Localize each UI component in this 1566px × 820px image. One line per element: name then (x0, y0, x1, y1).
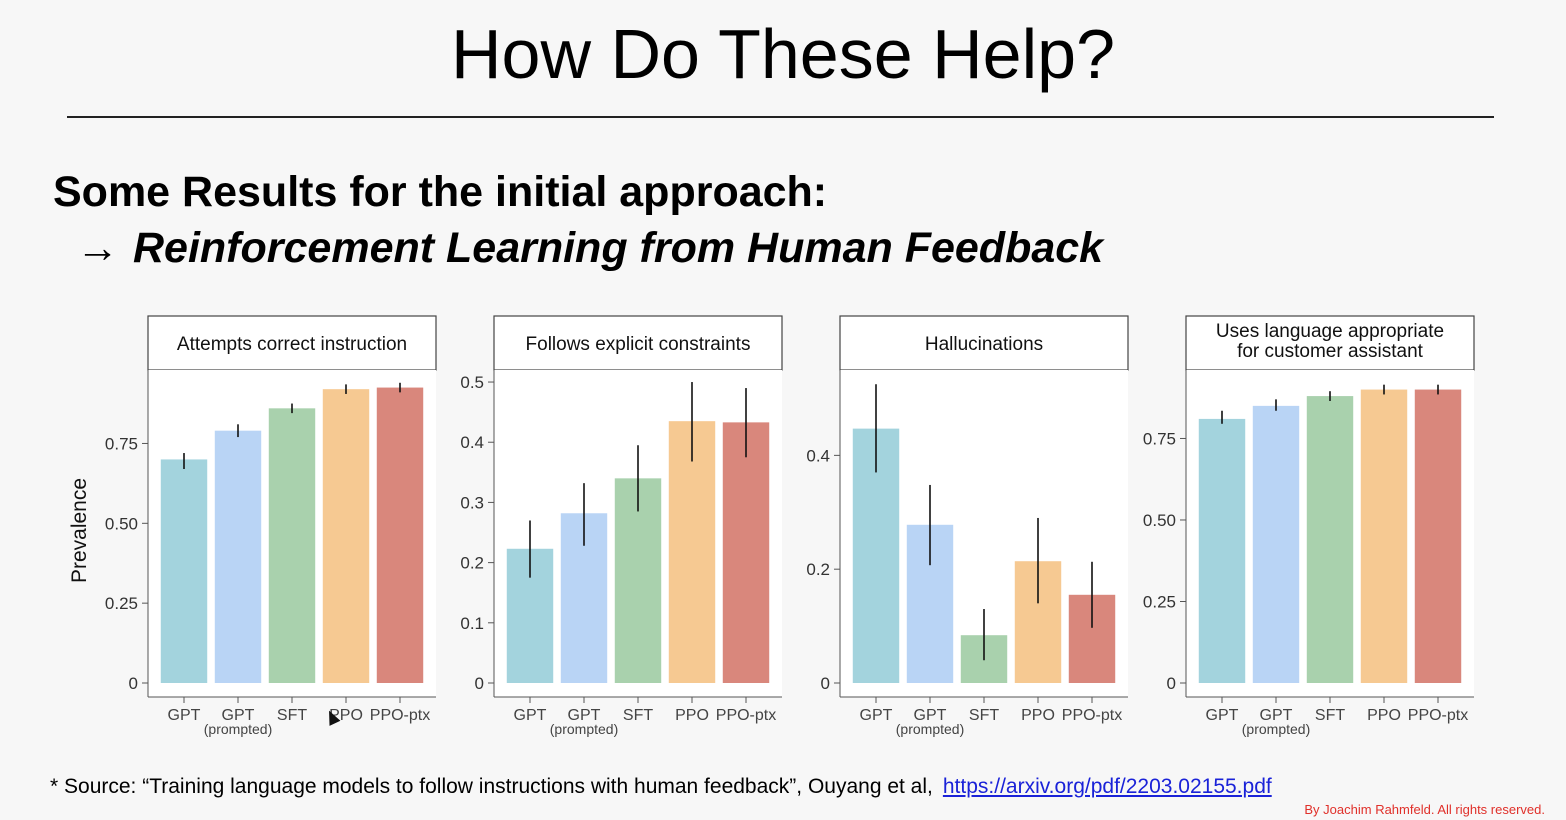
slide-title: How Do These Help? (450, 15, 1116, 93)
bar (1306, 396, 1354, 683)
x-tick-label: SFT (969, 707, 999, 724)
approach-name: Reinforcement Learning from Human Feedba… (133, 224, 1104, 272)
panel-title: Attempts correct instruction (177, 334, 407, 355)
y-tick-label: 0 (821, 674, 830, 693)
x-tick-label: PPO-ptx (1062, 707, 1122, 724)
y-tick-label: 0.75 (105, 434, 138, 453)
y-tick-label: 0.50 (1143, 511, 1176, 530)
x-tick-label: (prompted) (1242, 721, 1310, 737)
panel-title: Hallucinations (925, 334, 1043, 355)
x-tick-label: PPO (675, 707, 709, 724)
y-tick-label: 0.4 (806, 446, 830, 465)
y-tick-label: 0.50 (105, 514, 138, 533)
x-tick-label: PPO (329, 707, 363, 724)
footnote-text: * Source: “Training language models to f… (50, 775, 933, 798)
y-tick-label: 0 (475, 674, 484, 693)
x-tick-label: (prompted) (896, 721, 964, 737)
approach-line: → Reinforcement Learning from Human Feedb… (76, 222, 1103, 274)
bar (614, 478, 662, 683)
panel-header (1185, 315, 1475, 371)
x-tick-label: GPT (168, 707, 201, 724)
x-tick-label: GPT (1206, 707, 1239, 724)
y-tick-label: 0.2 (806, 560, 830, 579)
bar (268, 408, 316, 683)
x-tick-label: PPO-ptx (1408, 707, 1468, 724)
bar (160, 459, 208, 683)
x-tick-label: PPO-ptx (370, 707, 430, 724)
y-tick-label: 0.75 (1143, 429, 1176, 448)
panel-header (147, 315, 437, 371)
y-tick-label: 0.3 (460, 493, 484, 512)
x-tick-label: GPT (568, 707, 601, 724)
x-tick-label: PPO (1021, 707, 1055, 724)
bar (668, 421, 716, 683)
y-tick-label: 0.2 (460, 554, 484, 573)
panel-title: Uses language appropriate (1216, 321, 1444, 342)
copyright-notice: By Joachim Rahmfeld. All rights reserved… (1304, 802, 1545, 817)
y-axis-label: Prevalence (68, 478, 91, 583)
x-tick-label: SFT (277, 707, 307, 724)
paper-link[interactable]: https://arxiv.org/pdf/2203.02155.pdf (942, 775, 1272, 798)
bar (214, 430, 262, 683)
y-tick-label: 0.25 (105, 594, 138, 613)
title-divider (67, 116, 1494, 118)
x-tick-label: (prompted) (550, 721, 618, 737)
panel-title: Follows explicit constraints (526, 334, 751, 355)
x-tick-label: PPO-ptx (716, 707, 776, 724)
y-tick-label: 0 (1167, 674, 1176, 693)
y-tick-label: 0.1 (460, 614, 484, 633)
x-tick-label: (prompted) (204, 721, 272, 737)
y-tick-label: 0.4 (460, 433, 484, 452)
bar (1360, 389, 1408, 683)
panel-header (493, 315, 783, 371)
panel-header (839, 315, 1129, 371)
x-tick-label: GPT (860, 707, 893, 724)
x-tick-label: PPO (1367, 707, 1401, 724)
y-tick-label: 0 (129, 674, 138, 693)
source-footnote: * Source: “Training language models to f… (50, 772, 1272, 802)
charts-row: Attempts correct instruction 0 0.25 0.50 0.7… (0, 300, 1566, 750)
bar (322, 389, 370, 683)
results-charts: Attempts correct instruction00.250.500.7… (68, 315, 1475, 737)
x-tick-label: GPT (514, 707, 547, 724)
x-tick-label: GPT (1260, 707, 1293, 724)
x-tick-label: SFT (623, 707, 653, 724)
bar (376, 387, 424, 683)
bar (1252, 405, 1300, 683)
bar (1414, 389, 1462, 683)
y-tick-label: 0.5 (460, 373, 484, 392)
x-tick-label: SFT (1315, 707, 1345, 724)
bar (1198, 418, 1246, 683)
x-tick-label: GPT (914, 707, 947, 724)
bar (722, 422, 770, 683)
x-tick-label: GPT (222, 707, 255, 724)
right-arrow-icon: → (76, 224, 119, 272)
panel-title: for customer assistant (1237, 341, 1424, 362)
slide-subtitle: Some Results for the initial approach: (53, 168, 828, 216)
y-tick-label: 0.25 (1143, 592, 1176, 611)
